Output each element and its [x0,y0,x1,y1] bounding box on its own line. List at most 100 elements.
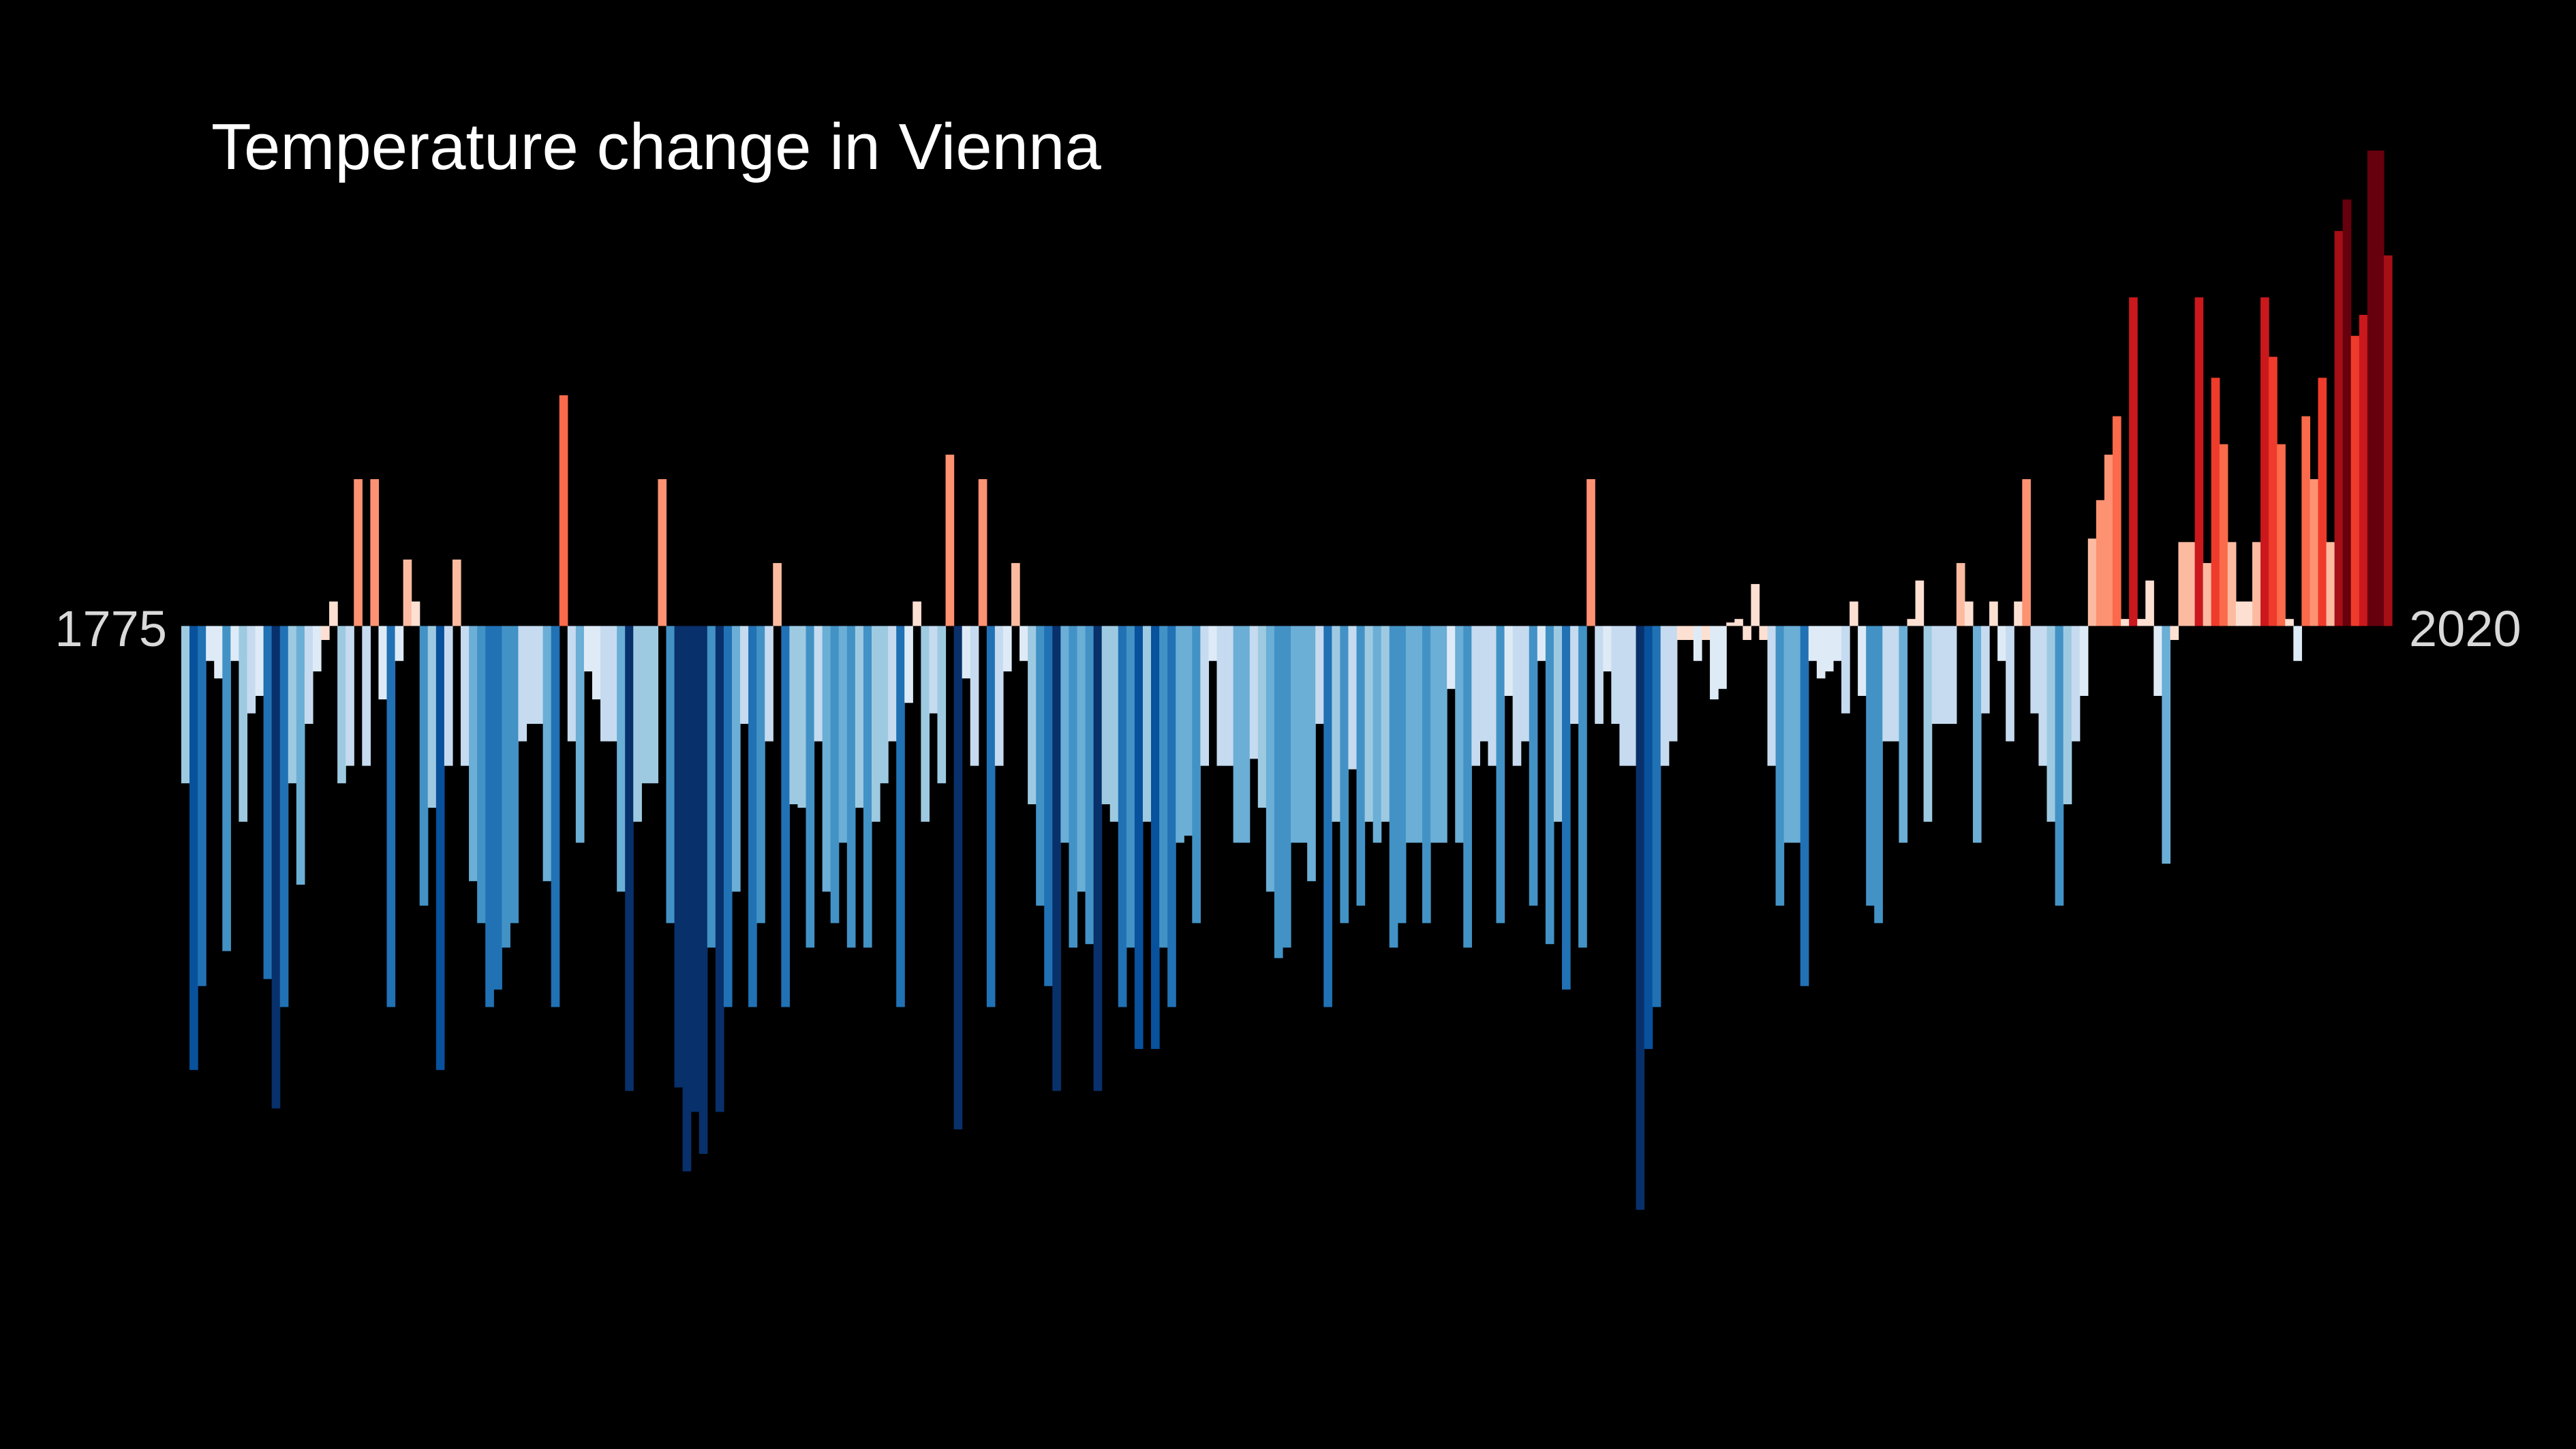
bar-1982 [1882,626,1891,742]
bar-1811 [477,626,486,924]
bar-2018 [2178,542,2188,626]
bar-2005 [2071,626,2081,742]
bar-1906 [1257,626,1267,808]
bar-1825 [592,626,601,700]
bar-1885 [1085,626,1094,945]
bar-1826 [600,626,609,742]
bar-1855 [838,626,848,843]
bar-1923 [1397,626,1407,924]
bar-1849 [789,626,799,805]
bar-1821 [559,395,568,626]
bar-2033 [2301,416,2311,626]
bar-1784 [255,626,264,697]
bar-1883 [1069,626,1078,948]
bar-1961 [1710,626,1719,700]
bar-1859 [872,626,880,822]
bar-1830 [633,626,642,822]
bar-1967 [1759,626,1768,640]
bar-1882 [1060,626,1070,843]
bar-1947 [1595,626,1604,724]
bar-1920 [1373,626,1382,843]
bar-1995 [1989,601,1998,626]
bar-1858 [863,626,872,948]
bar-2014 [2145,580,2154,626]
bar-2013 [2137,619,2146,626]
bar-1838 [699,626,708,1154]
bar-1914 [1323,626,1332,1007]
bar-1824 [583,626,593,672]
bar-1841 [723,626,733,1007]
bar-1845 [756,626,765,924]
bar-1939 [1529,626,1538,906]
bars-group [181,150,2393,1210]
bar-1812 [485,626,494,1007]
bar-1842 [731,626,741,892]
bar-1886 [1093,626,1103,1091]
bar-1780 [222,626,231,951]
bar-1817 [526,626,536,724]
bar-2021 [2203,563,2212,626]
bar-1878 [1028,626,1037,805]
bar-1850 [797,626,807,808]
bar-1953 [1644,626,1653,1050]
bar-2024 [2227,542,2237,626]
bar-1976 [1833,626,1842,661]
bar-1929 [1447,626,1456,689]
bar-1901 [1216,626,1226,766]
bar-1980 [1866,626,1875,906]
bar-2038 [2342,199,2352,626]
bar-1877 [1019,626,1028,661]
bar-2043 [2383,255,2393,626]
bar-1848 [781,626,790,1007]
bar-2000 [2030,626,2040,714]
bar-2016 [2162,626,2171,864]
bar-1902 [1225,626,1234,766]
bar-2004 [2063,626,2072,805]
bar-1796 [354,479,363,626]
bar-1931 [1463,626,1472,948]
bar-1974 [1816,626,1826,679]
bar-1898 [1192,626,1201,924]
bar-2035 [2318,378,2327,626]
bar-1915 [1332,626,1340,822]
bar-1832 [649,626,659,784]
bar-1779 [214,626,223,679]
bar-1861 [888,626,897,742]
bar-1795 [346,626,354,766]
bar-1866 [929,626,938,714]
bar-1889 [1118,626,1127,1007]
bar-1803 [411,601,420,626]
bar-1891 [1134,626,1144,1050]
bar-1912 [1307,626,1316,881]
bar-1893 [1151,626,1160,1050]
bar-1863 [904,626,913,703]
bar-1963 [1726,622,1735,626]
bar-1903 [1233,626,1242,843]
bar-1844 [748,626,757,1007]
bar-1875 [1002,626,1012,672]
bar-1938 [1520,626,1530,742]
bar-1856 [846,626,856,948]
bar-1994 [1981,626,1990,714]
bar-1791 [312,626,322,672]
bar-2039 [2350,335,2360,626]
bar-1908 [1274,626,1283,958]
bar-1942 [1553,626,1563,822]
bar-2001 [2038,626,2048,766]
bar-1823 [575,626,585,843]
bar-2009 [2104,455,2113,626]
bar-1782 [239,626,248,822]
bar-1937 [1512,626,1522,766]
bar-2027 [2252,542,2261,626]
bar-2034 [2310,479,2319,626]
bar-1978 [1850,601,1858,626]
bar-1869 [953,626,963,1130]
bar-1935 [1496,626,1505,924]
bar-1916 [1340,626,1349,924]
bar-1979 [1858,626,1867,697]
bar-1911 [1299,626,1308,843]
bar-1836 [682,626,692,1172]
bar-1805 [427,626,437,808]
bar-1880 [1044,626,1053,986]
bar-1840 [715,626,724,1112]
